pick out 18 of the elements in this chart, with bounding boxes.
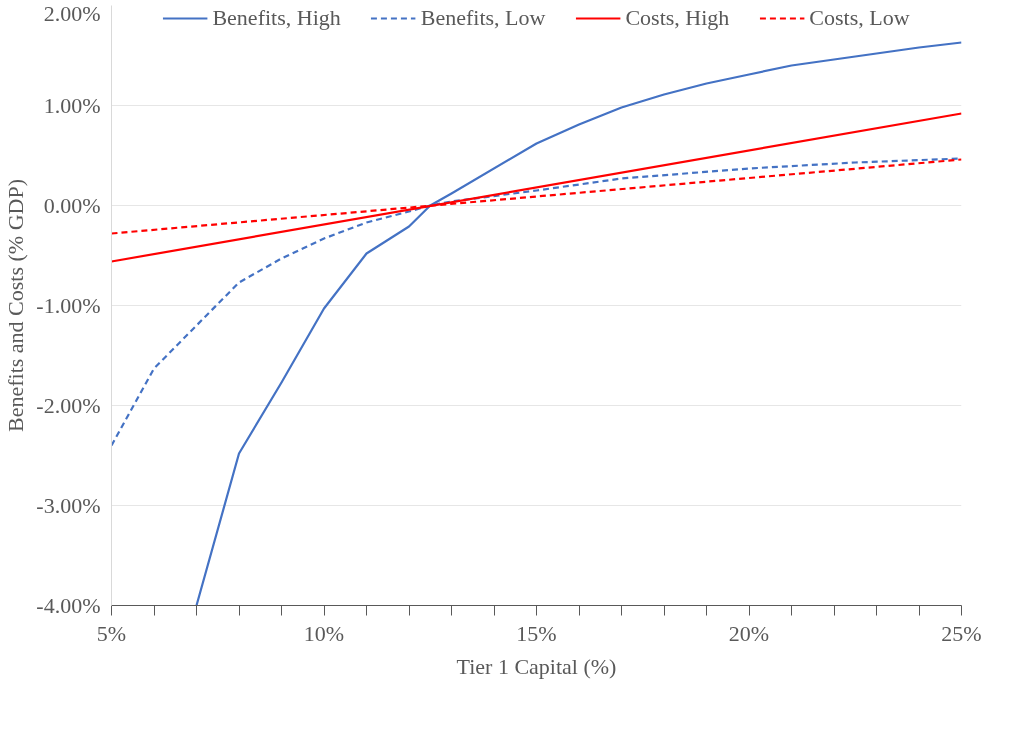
x-tick-label: 10%: [303, 620, 345, 646]
x-tick-label: 15%: [516, 620, 557, 646]
legend-label: Benefits, High: [212, 5, 341, 31]
y-tick-label: 2.00%: [43, 0, 101, 26]
y-tick-label: 0.00%: [43, 193, 101, 218]
y-tick-label: -2.00%: [36, 393, 101, 418]
y-tick-label: -4.00%: [36, 593, 101, 618]
legend-label: Costs, Low: [809, 5, 910, 31]
y-tick-label: 1.00%: [43, 93, 101, 118]
x-tick-label: 25%: [941, 620, 982, 646]
legend-label: Benefits, Low: [420, 5, 546, 31]
x-axis-title: Tier 1 Capital (%): [456, 653, 617, 679]
y-tick-label: -1.00%: [36, 293, 101, 318]
x-tick-label: 5%: [96, 620, 127, 646]
y-tick-label: -3.00%: [36, 493, 101, 518]
y-axis-title: Benefits and Costs (% GDP): [3, 179, 29, 432]
legend-label: Costs, High: [625, 5, 730, 31]
x-tick-label: 20%: [728, 620, 770, 646]
